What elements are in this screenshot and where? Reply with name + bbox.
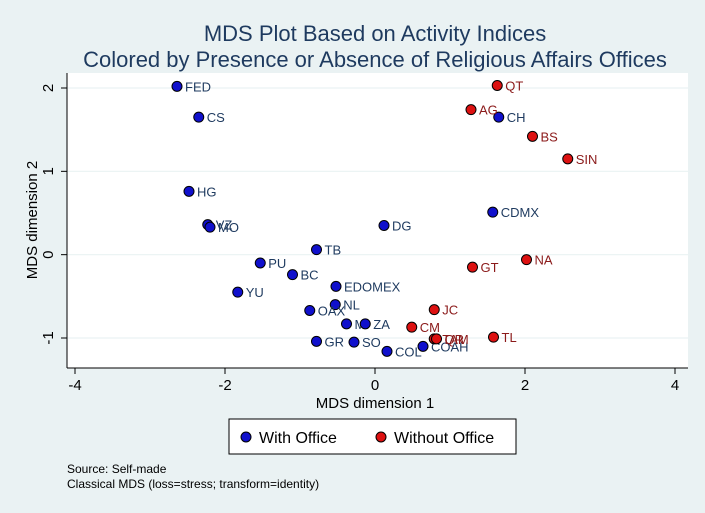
legend-box [228,418,517,455]
point-with-office [330,280,342,292]
point-label-without-office: NA [535,253,553,268]
point-label-with-office: CDMX [501,205,540,220]
y-tick-label: 1 [40,167,57,175]
y-tick-label: 2 [40,84,57,92]
point-with-office [193,111,205,123]
x-tick-label: -4 [68,377,81,394]
legend: With Office Without Office [228,418,517,455]
chart-subtitle: Colored by Presence or Absence of Religi… [83,47,667,72]
point-label-without-office: CM [420,320,440,335]
chart-title: MDS Plot Based on Activity Indices [204,21,546,46]
grid-lines [67,87,688,339]
point-with-office [183,185,195,197]
x-axis-title: MDS dimension 1 [316,395,434,412]
point-without-office [467,261,478,273]
point-label-with-office: MO [218,220,239,235]
plot-area [67,73,688,368]
point-without-office [428,304,440,316]
point-with-office [493,111,505,123]
point-label-without-office: QR [445,332,465,347]
y-axis-title: MDS dimension 2 [24,161,41,279]
x-tick-label: -2 [218,377,231,394]
point-label-with-office: OAX [318,304,346,319]
point-with-office [304,305,316,316]
point-label-with-office: VZ [216,218,233,233]
point-with-office [341,318,352,330]
point-label-with-office: ZA [373,317,390,332]
legend-marker-with-office [240,431,252,443]
point-label-with-office: HG [197,184,217,199]
point-without-office [527,130,538,142]
point-label-with-office: TB [325,243,342,258]
point-with-office [287,269,298,281]
point-label-with-office: CH [507,110,526,125]
point-with-office [254,257,266,269]
point-without-office [465,104,477,116]
point-label-without-office: GT [481,260,499,275]
point-with-office [381,345,393,357]
axis-ticks: -1 0 1 2 -4 -2 0 2 4 [40,84,679,394]
point-with-office [329,299,341,311]
point-label-with-office: NL [343,298,360,313]
point-label-without-office: AG [479,103,498,118]
point-with-office [487,206,499,218]
data-points: FEDCSHGVZMOTBDGCDMXCHPUBCEDOMEXYUNLOAXMI… [171,79,598,359]
point-with-office [417,340,429,352]
point-label-without-office: SIN [576,152,598,167]
point-label-without-office: QT [505,79,523,94]
point-with-office [204,221,216,233]
point-with-office [359,318,371,330]
point-label-with-office: EDOMEX [344,279,401,294]
point-with-office [171,80,183,92]
point-label-with-office: PU [268,256,286,271]
point-label-with-office: DG [392,219,412,234]
legend-label-with-office: With Office [259,430,337,447]
legend-marker-without-office [375,431,387,443]
point-label-with-office: GR [325,334,345,349]
point-label-with-office: SO [362,335,381,350]
point-label-with-office: YU [246,285,264,300]
legend-label-without-office: Without Office [394,430,494,447]
point-without-office [488,331,499,343]
y-tick-label: 0 [40,250,57,258]
point-label-without-office: TL [502,330,517,345]
point-label-with-office: CS [207,110,225,125]
point-label-without-office: JC [442,303,458,318]
point-with-office [311,335,322,347]
point-label-with-office: FED [185,79,211,94]
point-without-office [431,333,442,345]
y-tick-label: -1 [40,331,57,344]
point-label-with-office: COL [395,344,422,359]
point-label-with-office: BC [301,268,319,283]
point-with-office [232,286,244,298]
point-without-office [521,254,532,266]
point-with-office [311,244,322,256]
x-tick-label: 4 [671,377,679,394]
x-tick-label: 0 [371,377,379,394]
point-with-office [378,220,390,231]
method-note: Classical MDS (loss=stress; transform=id… [67,477,320,491]
point-label-without-office: BS [541,129,559,144]
point-label-without-office: TAM [442,332,468,347]
x-tick-label: 2 [521,377,529,394]
source-note: Source: Self-made [67,462,167,476]
point-label-with-office: COAH [431,339,469,354]
point-without-office [491,80,503,91]
point-without-office [406,321,418,333]
point-without-office [562,153,574,165]
point-with-office [348,336,360,348]
